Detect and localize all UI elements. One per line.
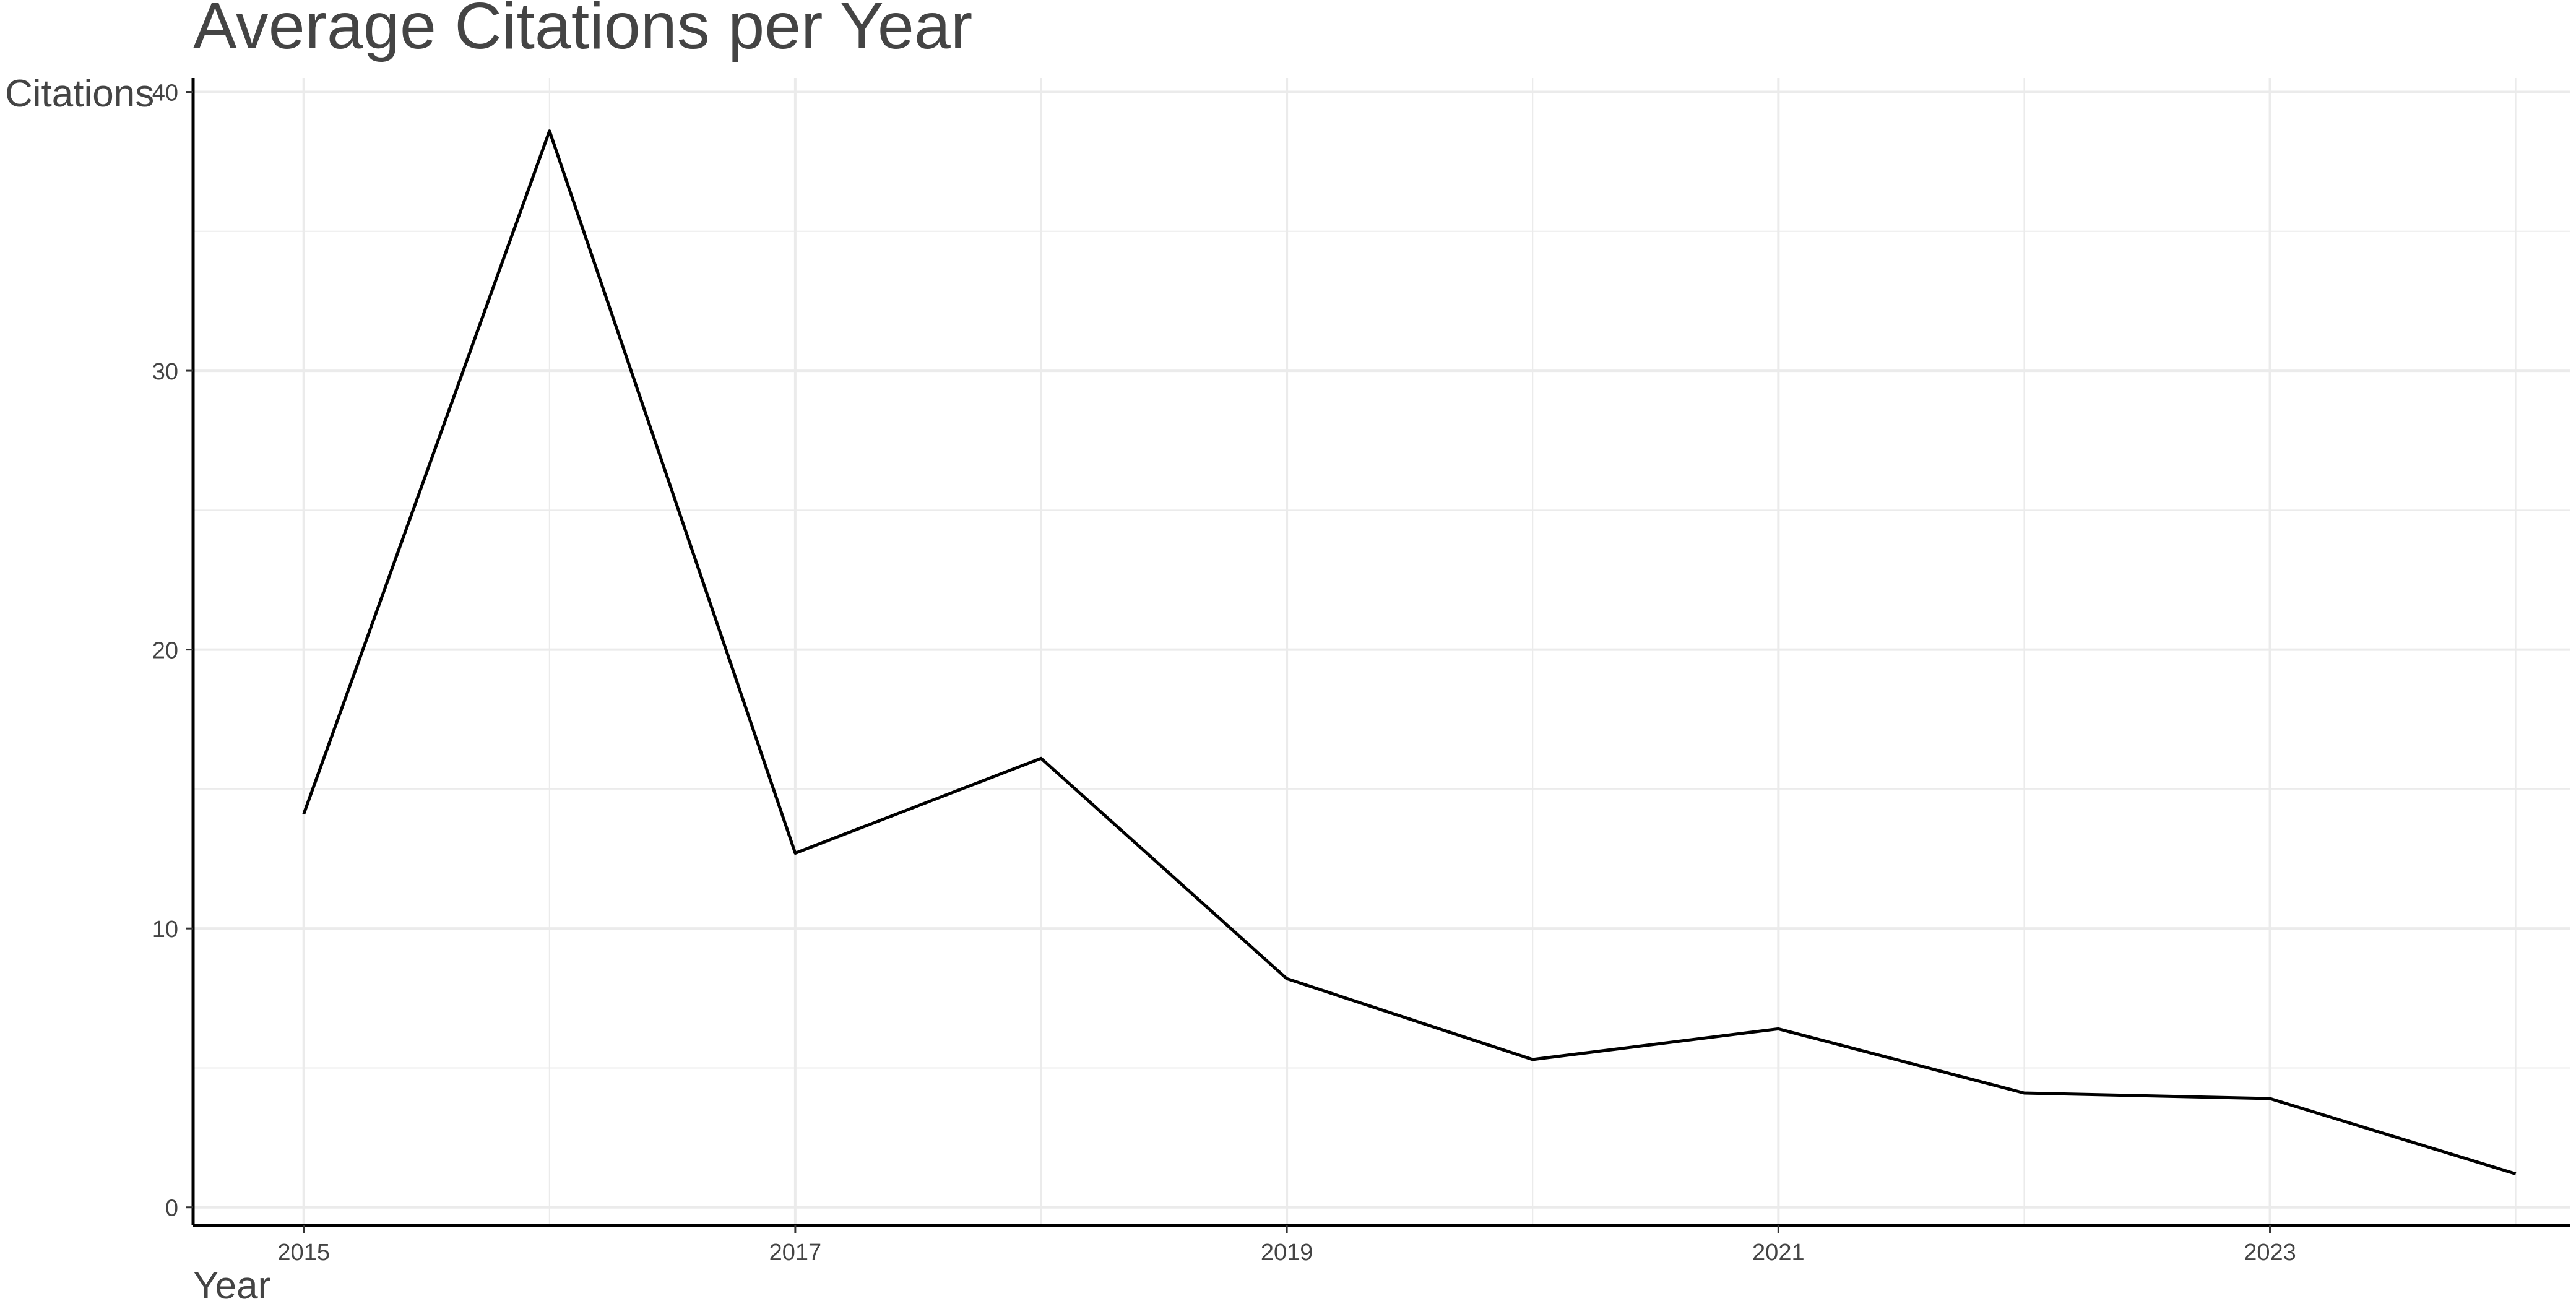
x-axis-title: Year (193, 1264, 270, 1307)
y-tick-label: 40 (152, 80, 178, 106)
y-tick-label: 0 (165, 1196, 178, 1222)
x-tick-label: 2023 (2244, 1240, 2296, 1266)
y-axis-title: Citations (5, 72, 154, 115)
x-tick-label: 2019 (1261, 1240, 1313, 1266)
x-tick-label: 2021 (1752, 1240, 1805, 1266)
chart-title: Average Citations per Year (193, 0, 972, 63)
minor-gridlines (193, 78, 2570, 1225)
series-line (302, 129, 2517, 1175)
y-tick-label: 20 (152, 638, 178, 664)
ticks: 0 10 20 30 40 2015 2017 2019 2021 2023 (152, 80, 2296, 1266)
axes (191, 78, 2570, 1227)
x-tick-label: 2015 (277, 1240, 330, 1266)
major-gridlines (193, 78, 2570, 1225)
y-tick-label: 10 (152, 917, 178, 943)
series-layer (302, 129, 2517, 1175)
y-tick-label: 30 (152, 359, 178, 385)
x-tick-label: 2017 (769, 1240, 822, 1266)
